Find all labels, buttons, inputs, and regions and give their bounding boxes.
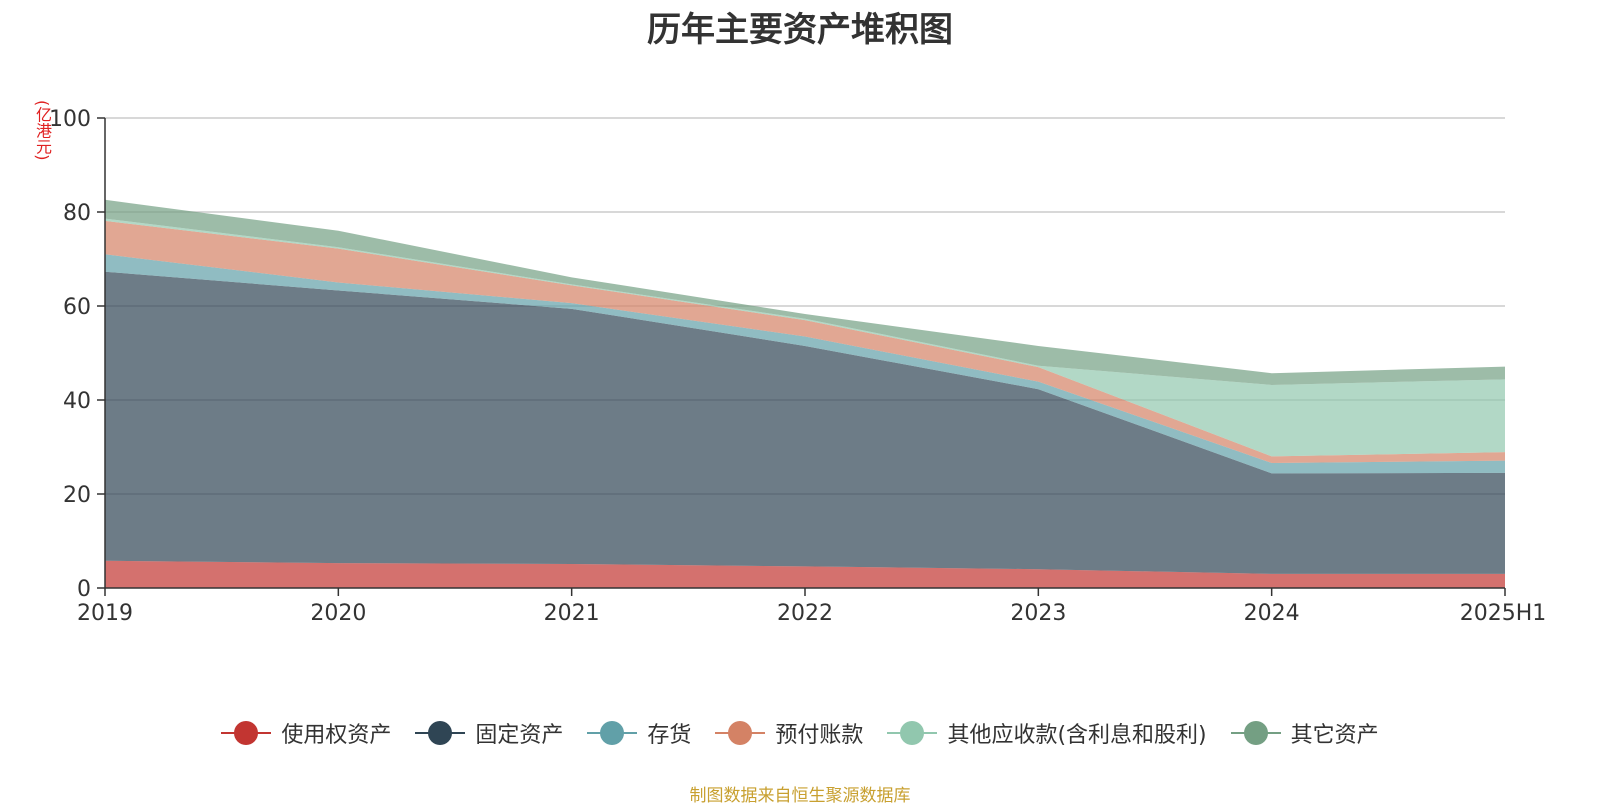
legend-dot bbox=[234, 721, 259, 745]
legend-label: 预付账款 bbox=[775, 723, 864, 748]
y-tick-label: 80 bbox=[63, 201, 91, 226]
legend-swatch bbox=[221, 721, 272, 745]
x-tick-label: 2023 bbox=[1010, 601, 1066, 626]
legend-swatch bbox=[715, 721, 766, 745]
legend-swatch bbox=[587, 721, 638, 745]
legend-label: 存货 bbox=[647, 723, 692, 748]
legend-swatch bbox=[1230, 721, 1281, 745]
y-tick-label: 40 bbox=[63, 389, 91, 414]
x-tick-label: 2021 bbox=[544, 601, 600, 626]
y-tick-label: 0 bbox=[77, 577, 91, 602]
legend-item-5[interactable]: 其它资产 bbox=[1230, 717, 1379, 749]
legend-label: 使用权资产 bbox=[281, 723, 392, 748]
area-series-0 bbox=[105, 560, 1505, 588]
legend: 使用权资产 固定资产 存货 预付账款 其他应收款(含利息和股利) 其它资产 bbox=[0, 718, 1600, 748]
legend-item-0[interactable]: 使用权资产 bbox=[221, 717, 391, 749]
legend-item-4[interactable]: 其他应收款(含利息和股利) bbox=[887, 717, 1207, 749]
legend-dot bbox=[428, 721, 453, 745]
legend-swatch bbox=[887, 721, 938, 745]
area-series-1 bbox=[105, 271, 1505, 574]
x-tick-label: 2020 bbox=[310, 601, 366, 626]
legend-label: 其他应收款(含利息和股利) bbox=[947, 723, 1207, 748]
legend-label: 固定资产 bbox=[475, 723, 564, 748]
legend-dot bbox=[900, 721, 925, 745]
stacked-areas bbox=[105, 199, 1505, 588]
legend-swatch bbox=[415, 721, 466, 745]
y-tick-label: 60 bbox=[63, 295, 91, 320]
x-tick-label: 2022 bbox=[777, 601, 833, 626]
legend-dot bbox=[600, 721, 625, 745]
legend-label: 其它资产 bbox=[1290, 723, 1379, 748]
legend-dot bbox=[1243, 721, 1268, 745]
legend-dot bbox=[728, 721, 753, 745]
area-series-4 bbox=[105, 218, 1505, 457]
y-tick-label: 100 bbox=[49, 107, 91, 132]
x-tick-label: 2024 bbox=[1244, 601, 1300, 626]
x-tick-label: 2019 bbox=[77, 601, 133, 626]
x-tick-label: 2025H1 bbox=[1460, 601, 1547, 626]
legend-item-2[interactable]: 存货 bbox=[587, 717, 691, 749]
y-axis-label: (亿港元) bbox=[33, 100, 52, 161]
y-tick-label: 20 bbox=[63, 483, 91, 508]
axes: 0 20 40 60 80 100 2019 2020 2021 2022 2023 2024 2025… bbox=[49, 107, 1546, 626]
legend-item-3[interactable]: 预付账款 bbox=[715, 717, 863, 749]
source-note: 制图数据来自恒生聚源数据库 bbox=[689, 786, 911, 806]
legend-item-1[interactable]: 固定资产 bbox=[415, 717, 563, 749]
area-series-2 bbox=[105, 254, 1505, 474]
chart-title: 历年主要资产堆积图 bbox=[647, 10, 953, 50]
area-series-3 bbox=[105, 220, 1505, 463]
